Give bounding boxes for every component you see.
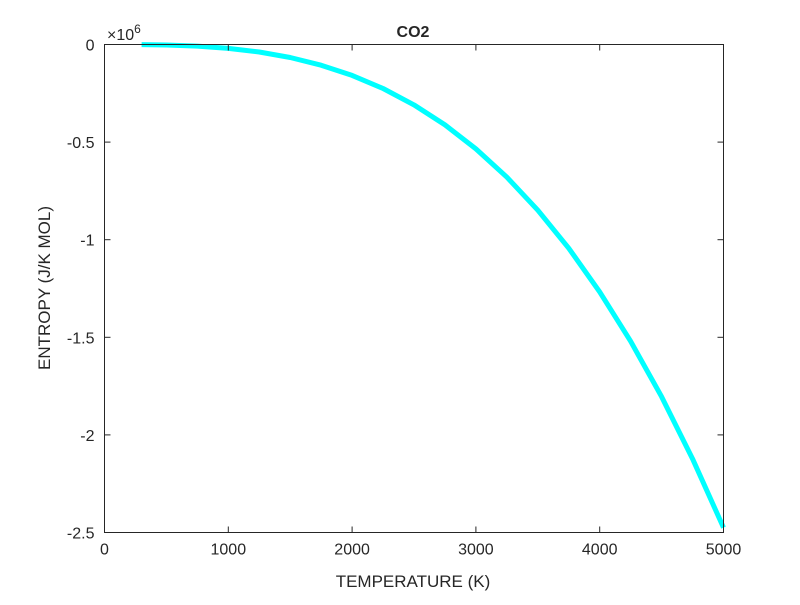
x-tick-label: 0 <box>100 542 109 559</box>
y-tick-label: -0.5 <box>67 135 95 152</box>
x-tick-label: 1000 <box>211 542 247 559</box>
y-tick-label: -2 <box>80 428 94 445</box>
x-tick-label: 4000 <box>582 542 618 559</box>
x-tick-label: 5000 <box>706 542 742 559</box>
x-axis-label: TEMPERATURE (K) <box>336 572 491 591</box>
axes-box <box>104 44 724 533</box>
y-tick-label: -1.5 <box>67 330 95 347</box>
y-axis-label: ENTROPY (J/K MOL) <box>35 206 54 370</box>
chart-title: CO2 <box>397 24 430 41</box>
x-tick-label: 2000 <box>334 542 370 559</box>
y-tick-label: -2.5 <box>67 526 95 543</box>
y-exponent-label: ×106 <box>107 22 141 44</box>
x-tick-label: 3000 <box>458 542 494 559</box>
y-tick-label: -1 <box>80 233 94 250</box>
y-exponent-base: ×10 <box>107 27 134 44</box>
y-tick-label: 0 <box>86 38 95 55</box>
y-exponent-power: 6 <box>134 22 141 36</box>
series-line <box>141 42 726 529</box>
